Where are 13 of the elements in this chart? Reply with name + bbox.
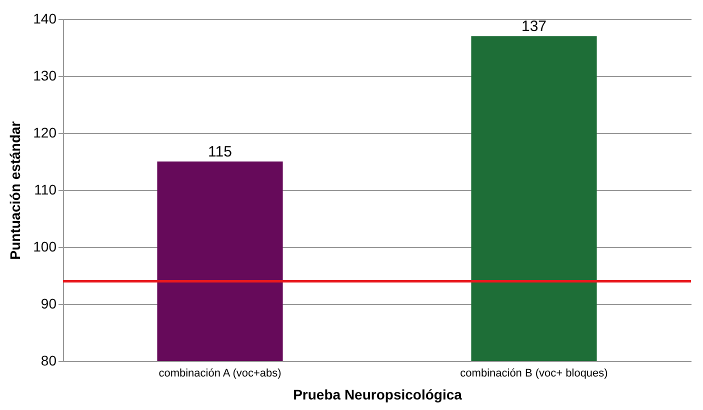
y-tick-label: 120 — [33, 124, 57, 140]
x-tick-label: combinación A (voc+abs) — [158, 368, 282, 380]
y-tick-label: 100 — [33, 238, 57, 254]
y-axis-title: Puntuación estándar — [7, 120, 24, 260]
y-tick-label: 130 — [33, 68, 57, 84]
x-tick-label: combinación B (voc+ bloques) — [460, 368, 608, 380]
y-tick-label: 140 — [33, 10, 57, 26]
y-tick-label: 110 — [34, 182, 57, 198]
x-axis-title: Prueba Neuropsicológica — [293, 386, 462, 402]
data-label: 137 — [521, 18, 547, 36]
y-tick-label: 90 — [40, 296, 57, 312]
y-tick-label: 80 — [40, 352, 57, 368]
data-label: 115 — [208, 144, 232, 160]
